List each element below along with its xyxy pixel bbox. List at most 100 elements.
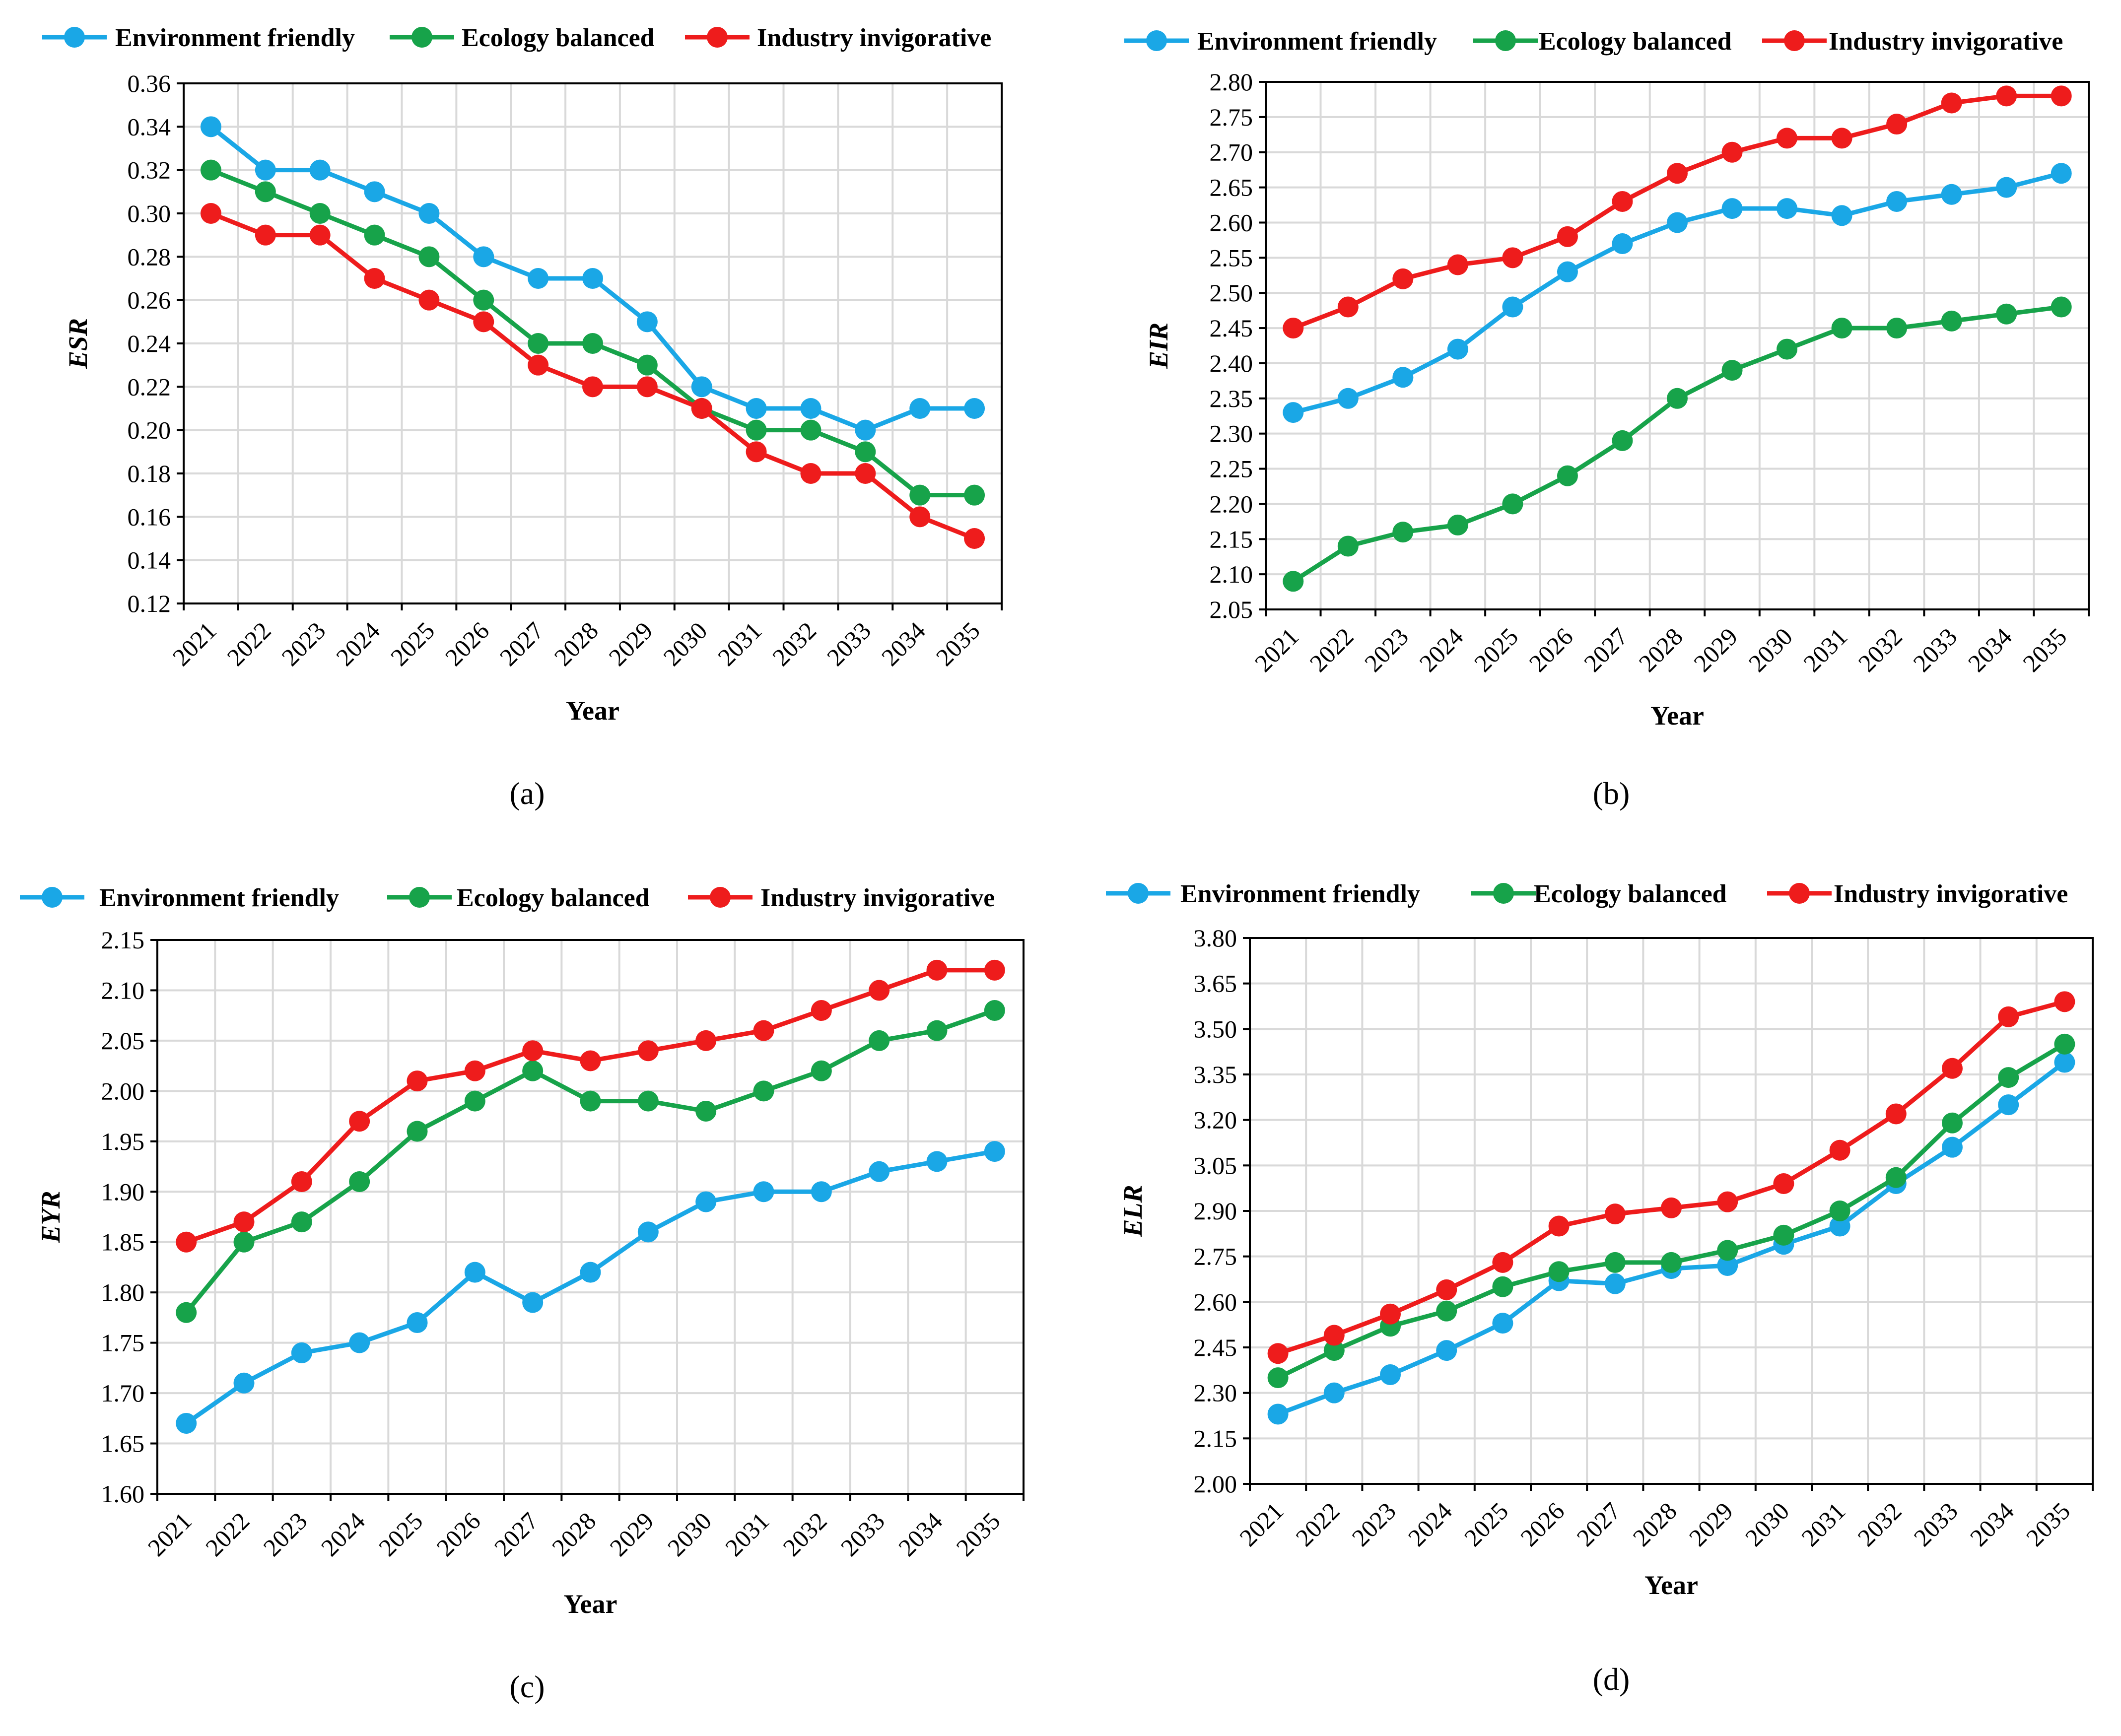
y-tick-label: 2.30 xyxy=(1194,1379,1237,1407)
data-point xyxy=(1604,1203,1626,1225)
x-axis-ticks: 2021 2022 2023 2024 2025 2026 2027 2028 2029 2030… xyxy=(1249,609,2090,677)
data-point xyxy=(800,463,821,484)
data-point xyxy=(464,1090,485,1112)
x-tick-label: 2033 xyxy=(821,616,876,671)
x-tick-label: 2029 xyxy=(1684,1497,1738,1551)
data-point xyxy=(1492,1252,1513,1273)
data-point xyxy=(2054,991,2075,1012)
data-point xyxy=(1267,1367,1289,1389)
y-tick-label: 0.18 xyxy=(128,460,171,487)
legend-item-ecology: Ecology balanced xyxy=(1471,880,1727,908)
y-tick-label: 0.32 xyxy=(128,156,171,184)
data-point xyxy=(1667,388,1688,409)
series-ecology xyxy=(200,159,985,506)
legend-label: Ecology balanced xyxy=(1534,880,1727,908)
legend-marker xyxy=(411,27,432,48)
data-point xyxy=(636,311,658,333)
x-tick-label: 2028 xyxy=(548,616,603,671)
data-point xyxy=(233,1211,255,1233)
data-point xyxy=(473,246,494,267)
data-point xyxy=(1941,184,1962,205)
data-point xyxy=(349,1111,370,1132)
y-tick-label: 3.35 xyxy=(1194,1061,1237,1088)
data-point xyxy=(1717,1255,1738,1276)
legend-item-industry: Industry invigorative xyxy=(1767,880,2068,908)
data-point xyxy=(1392,522,1414,543)
x-tick-label: 2031 xyxy=(712,616,767,671)
x-tick-label: 2023 xyxy=(1346,1497,1401,1551)
y-tick-label: 3.50 xyxy=(1194,1015,1237,1043)
y-tick-label: 0.22 xyxy=(128,373,171,401)
x-tick-label: 2030 xyxy=(658,616,712,671)
y-tick-label: 2.75 xyxy=(1194,1243,1237,1270)
data-point xyxy=(1557,261,1578,282)
data-point xyxy=(1717,1191,1738,1212)
data-point xyxy=(1996,177,2017,198)
x-tick-label: 2033 xyxy=(835,1507,890,1561)
data-point xyxy=(349,1332,370,1353)
plot-frame xyxy=(156,939,1025,1495)
y-tick-label: 2.10 xyxy=(1210,560,1253,588)
data-point xyxy=(1667,163,1688,184)
data-point xyxy=(1392,268,1414,289)
data-point xyxy=(1323,1340,1345,1361)
data-point xyxy=(1557,465,1578,486)
y-axis-title: ELR xyxy=(1118,1185,1148,1237)
data-point xyxy=(869,1161,890,1182)
data-point xyxy=(695,1100,717,1122)
legend-label: Environment friendly xyxy=(99,884,339,912)
y-tick-label: 1.80 xyxy=(101,1278,145,1306)
data-point xyxy=(746,441,767,463)
legend-item-industry: Industry invigorative xyxy=(685,24,991,52)
data-point xyxy=(1337,296,1359,318)
y-tick-label: 2.10 xyxy=(101,976,145,1004)
legend-item-environment: Environment friendly xyxy=(1124,27,1437,56)
chart-panel-d: 2.00 2.15 2.30 2.45 2.60 2.75 2.90 3.05 3.20 3.35… xyxy=(1106,880,2094,1697)
x-tick-label: 2025 xyxy=(385,616,440,671)
x-tick-label: 2025 xyxy=(1459,1497,1513,1551)
x-tick-label: 2033 xyxy=(1908,1497,1963,1551)
data-point xyxy=(582,333,603,354)
data-point xyxy=(636,354,658,376)
legend-marker xyxy=(710,887,731,908)
y-tick-label: 2.35 xyxy=(1210,385,1253,412)
data-point xyxy=(855,441,876,463)
data-point xyxy=(1721,198,1743,219)
x-axis-title: Year xyxy=(566,696,619,726)
y-axis-ticks: 2.05 2.10 2.15 2.20 2.25 2.30 2.35 2.40 2.45 2.50… xyxy=(1210,68,1266,623)
y-tick-label: 2.15 xyxy=(1210,525,1253,553)
x-tick-label: 2026 xyxy=(1515,1497,1570,1551)
data-point xyxy=(1548,1261,1570,1282)
data-point xyxy=(1492,1276,1513,1297)
data-point xyxy=(200,159,221,181)
data-point xyxy=(1721,141,1743,163)
data-point xyxy=(418,203,440,224)
data-point xyxy=(1996,85,2017,107)
panel-caption: (a) xyxy=(509,776,545,811)
data-point xyxy=(1831,205,1852,226)
data-point xyxy=(2051,85,2072,107)
data-point xyxy=(255,224,276,246)
data-point xyxy=(473,311,494,333)
data-point xyxy=(909,506,931,528)
data-point xyxy=(1773,1224,1794,1246)
data-point xyxy=(1323,1382,1345,1403)
y-tick-label: 0.30 xyxy=(128,200,171,227)
data-point xyxy=(1557,226,1578,247)
y-tick-label: 2.00 xyxy=(101,1077,145,1105)
x-tick-label: 2022 xyxy=(200,1507,255,1561)
x-tick-label: 2031 xyxy=(1798,622,1852,677)
legend-item-environment: Environment friendly xyxy=(20,884,339,912)
series-industry xyxy=(1283,85,2072,339)
x-tick-label: 2031 xyxy=(720,1507,774,1561)
x-tick-label: 2032 xyxy=(777,1507,832,1561)
gridlines xyxy=(157,940,1024,1494)
data-point xyxy=(1267,1343,1289,1364)
legend-marker xyxy=(1789,883,1810,904)
x-tick-label: 2035 xyxy=(951,1507,1005,1561)
data-point xyxy=(811,1181,832,1202)
data-point xyxy=(695,1030,717,1051)
data-point xyxy=(309,203,331,224)
data-point xyxy=(309,224,331,246)
data-point xyxy=(1548,1215,1570,1237)
